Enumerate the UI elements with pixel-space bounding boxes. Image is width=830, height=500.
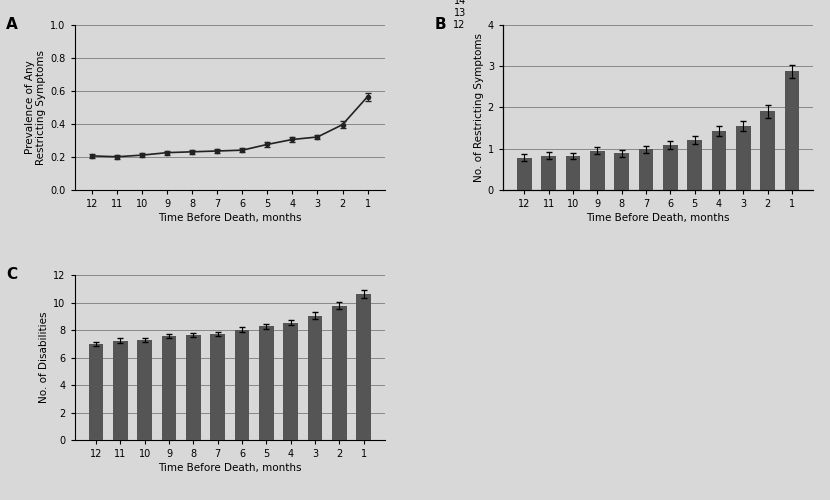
X-axis label: Time Before Death, months: Time Before Death, months (587, 213, 730, 223)
Bar (639, 150, 653, 190)
Bar (736, 126, 750, 190)
Bar (760, 112, 775, 190)
Bar (259, 326, 274, 440)
Bar (308, 316, 322, 440)
Y-axis label: No. of Restricting Symptoms: No. of Restricting Symptoms (474, 33, 484, 182)
Bar (356, 294, 371, 440)
Bar (211, 334, 225, 440)
X-axis label: Time Before Death, months: Time Before Death, months (159, 213, 301, 223)
Bar (711, 131, 726, 190)
Y-axis label: No. of Disabilities: No. of Disabilities (39, 312, 49, 404)
Text: C: C (7, 267, 17, 282)
Bar (138, 340, 152, 440)
Text: B: B (435, 17, 447, 32)
X-axis label: Time Before Death, months: Time Before Death, months (159, 463, 301, 473)
Bar (235, 330, 249, 440)
Bar (113, 340, 128, 440)
Bar (663, 145, 677, 190)
Bar (566, 156, 580, 190)
Bar (687, 140, 702, 190)
Text: 12: 12 (453, 20, 466, 30)
Bar (186, 335, 201, 440)
Y-axis label: Prevalence of Any
Restricting Symptoms: Prevalence of Any Restricting Symptoms (25, 50, 46, 165)
Text: A: A (7, 17, 18, 32)
Bar (332, 306, 347, 440)
Text: 14: 14 (453, 0, 466, 6)
Text: 13: 13 (453, 8, 466, 18)
Bar (517, 158, 532, 190)
Bar (590, 150, 605, 190)
Bar (162, 336, 177, 440)
Bar (614, 154, 629, 190)
Bar (541, 156, 556, 190)
Bar (89, 344, 104, 440)
Bar (784, 71, 799, 190)
Bar (283, 322, 298, 440)
